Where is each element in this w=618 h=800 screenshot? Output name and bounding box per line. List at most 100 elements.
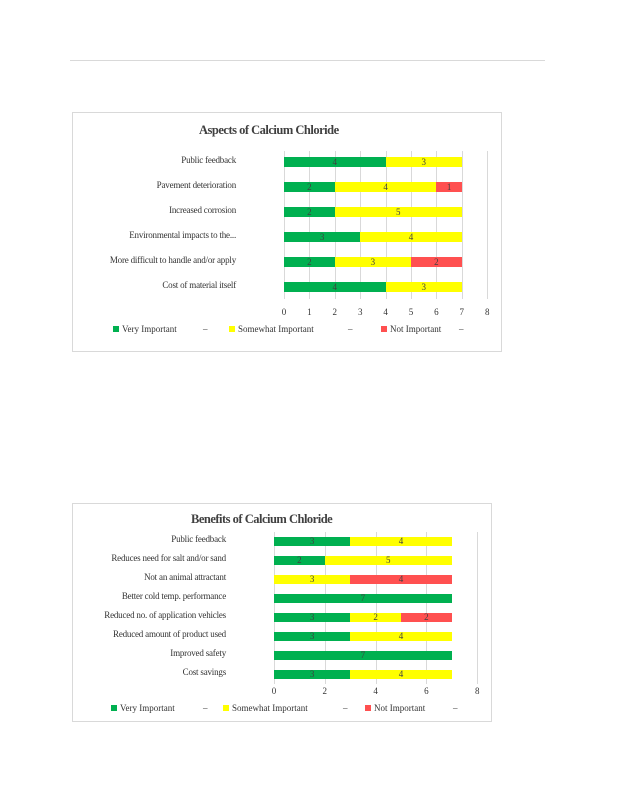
gridline (334, 151, 336, 299)
data-label: 2 (307, 182, 312, 192)
data-label: 2 (307, 207, 312, 217)
x-tick-label: 4 (383, 307, 388, 317)
category-label: Reduced no. of application vehicles (104, 610, 226, 620)
bar-very-important (274, 612, 351, 622)
legend-separator: – (203, 703, 208, 713)
category-label: Not an animal attractant (144, 572, 226, 582)
bar-very-important (284, 257, 335, 267)
legend-label: Very Important (122, 324, 177, 334)
legend-label: Somewhat Important (238, 324, 314, 334)
category-label: Cost savings (182, 667, 227, 677)
legend-label: Somewhat Important (232, 703, 308, 713)
data-label: 4 (408, 232, 414, 242)
bar-very-important (274, 555, 325, 565)
bar-not-important (436, 182, 462, 192)
bar-very-important (284, 157, 386, 167)
gridline (461, 151, 463, 299)
bar-very-important (274, 536, 351, 546)
data-label: 2 (373, 612, 378, 622)
bar-somewhat-important (360, 232, 462, 242)
legend-swatch (113, 326, 119, 332)
bar-very-important (274, 669, 351, 679)
data-label: 3 (309, 612, 315, 622)
bar-somewhat-important (334, 182, 437, 192)
data-label: 3 (319, 232, 325, 242)
bar-somewhat-important (334, 207, 462, 217)
bar-somewhat-important (274, 574, 351, 584)
legend-swatch (111, 705, 117, 711)
legend-separator: – (459, 324, 464, 334)
data-label: 3 (421, 157, 426, 167)
x-tick-label: 1 (307, 307, 312, 317)
bar-somewhat-important (334, 257, 411, 267)
gridline (426, 532, 428, 684)
bar-very-important (274, 593, 452, 603)
bar-somewhat-important (324, 555, 452, 565)
chart-title: Aspects of Calcium Chloride (199, 123, 339, 137)
data-label: 3 (309, 574, 315, 584)
data-label: 4 (332, 157, 338, 167)
data-label: 2 (434, 257, 439, 267)
bar-somewhat-important (350, 612, 401, 622)
bar-not-important (350, 574, 452, 584)
legend-swatch (223, 705, 229, 711)
legend-swatch (229, 326, 235, 332)
category-label: Increased corrosion (169, 205, 236, 215)
data-label: 4 (383, 182, 388, 192)
gridline (436, 151, 438, 299)
data-label: 7 (360, 650, 366, 660)
x-tick-label: 7 (459, 307, 465, 317)
data-label: 4 (398, 669, 404, 679)
data-label: 5 (386, 555, 391, 565)
data-label: 3 (309, 631, 315, 641)
data-label: 3 (309, 669, 315, 679)
category-label: Better cold temp. performance (121, 591, 226, 601)
bar-somewhat-important (385, 157, 462, 167)
bar-somewhat-important (385, 282, 462, 292)
x-tick-label: 8 (484, 307, 490, 317)
x-tick-label: 3 (357, 307, 363, 317)
data-label: 3 (421, 282, 426, 292)
legend-separator: – (343, 703, 348, 713)
data-label: 2 (297, 555, 302, 565)
gridline (375, 532, 377, 684)
bar-somewhat-important (350, 669, 452, 679)
legend-item-somewhat-important: Somewhat Important (229, 324, 314, 334)
legend-swatch (365, 705, 371, 711)
bar-very-important (284, 182, 335, 192)
category-label: Improved safety (170, 648, 226, 658)
x-tick-label: 0 (271, 686, 277, 696)
bar-somewhat-important (350, 631, 452, 641)
x-tick-label: 8 (474, 686, 480, 696)
bar-not-important (401, 612, 452, 622)
x-tick-label: 5 (408, 307, 414, 317)
legend-separator: – (348, 324, 353, 334)
aspects-chart: Aspects of Calcium Chloride 0 1 2 3 4 5 6 7 8 Publ… (72, 112, 502, 352)
bar-very-important (284, 232, 361, 242)
gridline (324, 532, 326, 684)
legend-item-not-important: Not Important (381, 324, 441, 334)
gridline (360, 151, 362, 299)
header-rule (70, 60, 545, 61)
legend-item-very-important: Very Important (113, 324, 177, 334)
category-label: Pavement deterioration (156, 180, 237, 190)
benefits-chart: Benefits of Calcium Chloride 0 2 4 6 8 Public … (72, 503, 492, 722)
legend-swatch (381, 326, 387, 332)
category-label: Environmental impacts to the... (129, 230, 236, 240)
data-label: 4 (332, 282, 338, 292)
data-label: 3 (309, 536, 315, 546)
data-label: 2 (424, 612, 429, 622)
x-tick-label: 6 (424, 686, 429, 696)
data-label: 5 (396, 207, 401, 217)
data-label: 4 (398, 574, 404, 584)
gridline (284, 151, 285, 299)
category-label: Cost of material itself (162, 280, 236, 290)
legend-label: Not Important (390, 324, 442, 334)
data-label: 4 (398, 631, 404, 641)
bar-somewhat-important (350, 536, 452, 546)
data-label: 3 (370, 257, 376, 267)
bar-very-important (284, 207, 335, 217)
chart-title: Benefits of Calcium Chloride (191, 512, 333, 526)
gridline (477, 532, 479, 684)
